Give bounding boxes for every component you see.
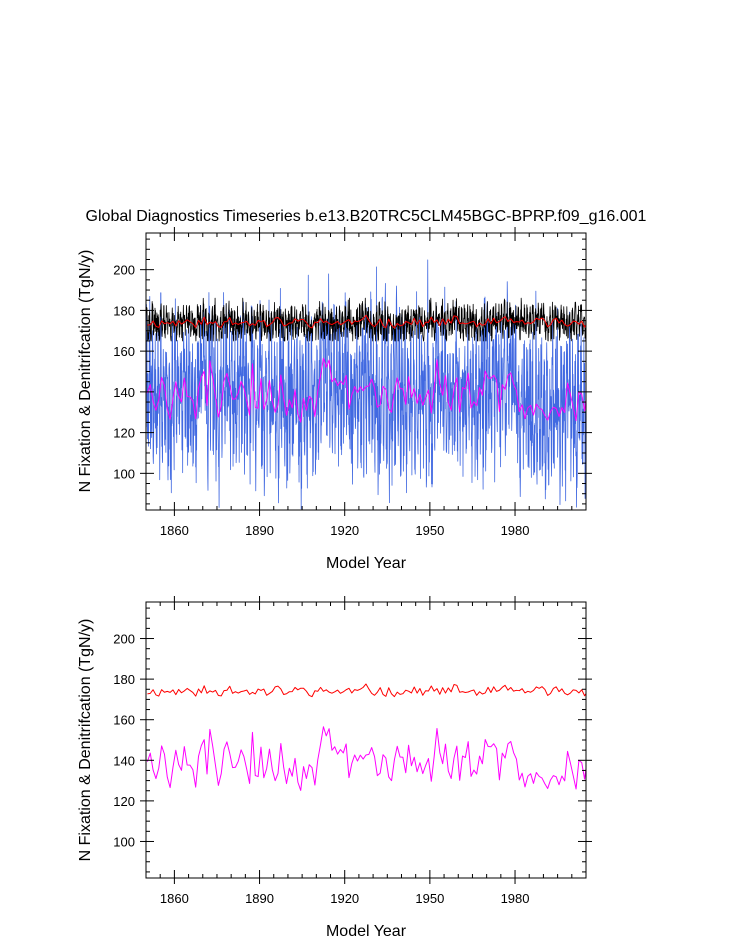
chart-title: Global Diagnostics Timeseries b.e13.B20T… [86, 208, 647, 225]
bottom-series-group [146, 683, 586, 791]
x-tick-label: 1860 [160, 891, 189, 906]
x-tick-label: 1950 [415, 523, 444, 538]
y-tick-label: 140 [113, 753, 135, 768]
y-tick-label: 100 [113, 834, 135, 849]
series-line-annual-denitrification [146, 357, 586, 423]
bottom-axis-ticks: 1860 1890 1920 1950 1980 100 120 140 160 180 200 [113, 596, 592, 906]
series-line-annual-total [147, 314, 586, 329]
y-tick-label: 180 [113, 303, 135, 318]
top-series-group [146, 259, 586, 510]
top-panel: 1860 1890 1920 1950 1980 100 120 140 160 180 200 M… [77, 227, 592, 572]
y-tick-label: 180 [113, 672, 135, 687]
bottom-yaxis-title: N Fixation & Denitrifcation (TgN/y) [77, 619, 94, 862]
x-tick-label: 1950 [415, 891, 444, 906]
series-line-annual-denitrification [146, 726, 586, 791]
series-line-monthly-denitrification [146, 259, 586, 510]
y-tick-label: 200 [113, 263, 135, 278]
x-tick-label: 1890 [245, 891, 274, 906]
series-line-annual-total [147, 683, 586, 698]
y-tick-label: 200 [113, 632, 135, 647]
top-axis-ticks: 1860 1890 1920 1950 1980 100 120 140 160 180 200 [113, 227, 592, 538]
y-tick-label: 160 [113, 713, 135, 728]
top-yaxis-title: N Fixation & Denitrifcation (TgN/y) [77, 250, 94, 493]
y-tick-label: 140 [113, 385, 135, 400]
x-tick-label: 1980 [501, 523, 530, 538]
x-tick-label: 1980 [501, 891, 530, 906]
top-xaxis-title: Model Year [326, 555, 407, 572]
y-tick-label: 160 [113, 344, 135, 359]
y-tick-label: 120 [113, 794, 135, 809]
bottom-panel: 1860 1890 1920 1950 1980 100 120 140 160 180 200 M… [77, 596, 592, 940]
x-tick-label: 1920 [330, 523, 359, 538]
x-tick-label: 1920 [330, 891, 359, 906]
bottom-xaxis-title: Model Year [326, 923, 407, 940]
x-tick-label: 1890 [245, 523, 274, 538]
y-tick-label: 100 [113, 466, 135, 481]
y-tick-label: 120 [113, 426, 135, 441]
x-tick-label: 1860 [160, 523, 189, 538]
